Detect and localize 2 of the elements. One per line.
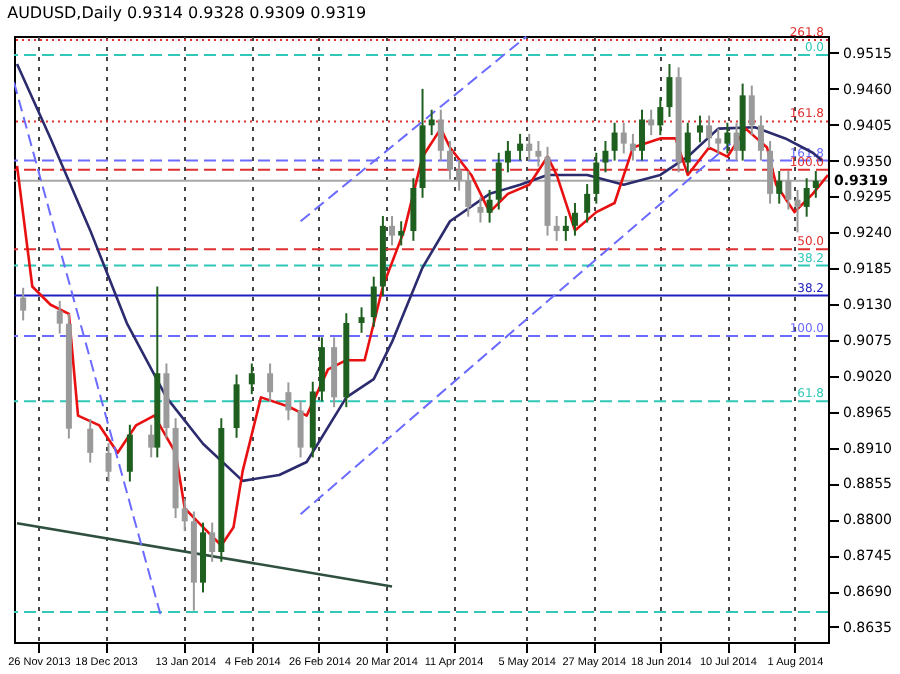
line-series <box>15 62 824 483</box>
chart-title: AUDUSD,Daily 0.9314 0.9328 0.9309 0.9319 <box>7 3 367 22</box>
